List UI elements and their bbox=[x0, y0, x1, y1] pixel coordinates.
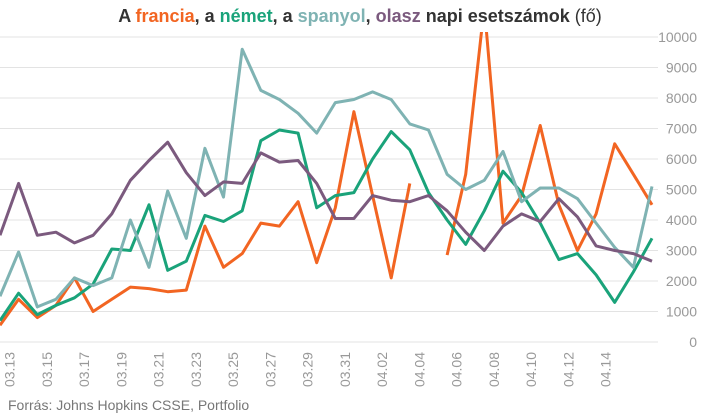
y-tick-label: 0 bbox=[689, 334, 697, 350]
title-text: A bbox=[118, 6, 135, 26]
grid: 0 1000 2000 3000 4000 5000 6000 7000 8000 9000 100… bbox=[0, 29, 697, 387]
x-tick-label: 03.15 bbox=[39, 352, 55, 387]
series-line bbox=[0, 140, 653, 263]
series-line bbox=[0, 47, 654, 309]
y-tick-label: 6000 bbox=[666, 151, 697, 167]
x-tick-label: 04.06 bbox=[449, 352, 465, 387]
y-tick-label: 10000 bbox=[658, 29, 697, 45]
y-tick-label: 2000 bbox=[666, 273, 697, 289]
title-series-name: spanyol bbox=[298, 6, 366, 26]
title-text: (fő) bbox=[570, 6, 602, 26]
y-tick-label: 3000 bbox=[666, 243, 697, 259]
x-tick-label: 04.14 bbox=[598, 352, 614, 387]
title-series-name: olasz bbox=[376, 6, 421, 26]
y-tick-label: 4000 bbox=[666, 212, 697, 228]
x-tick-label: 04.08 bbox=[486, 352, 502, 387]
x-tick-label: 03.19 bbox=[113, 352, 129, 387]
x-tick-label: 03.23 bbox=[188, 352, 204, 387]
x-tick-label: 04.04 bbox=[411, 352, 427, 387]
x-tick-label: 03.27 bbox=[262, 352, 278, 387]
x-tick-label: 03.21 bbox=[151, 352, 167, 387]
x-tick-label: 04.02 bbox=[374, 352, 390, 387]
source: Forrás: Johns Hopkins CSSE, Portfolio bbox=[8, 397, 249, 413]
y-tick-label: 1000 bbox=[666, 304, 697, 320]
x-tick-label: 03.17 bbox=[76, 352, 92, 387]
x-tick-label: 03.31 bbox=[337, 352, 353, 387]
x-tick-label: 03.13 bbox=[2, 352, 18, 387]
x-tick-label: 03.29 bbox=[300, 352, 316, 387]
y-tick-label: 5000 bbox=[666, 182, 697, 198]
title-text: , bbox=[366, 6, 376, 26]
title-text: , a bbox=[195, 6, 220, 26]
title-text: , a bbox=[273, 6, 298, 26]
title-text: napi esetszámok bbox=[421, 6, 571, 26]
x-tick-label: 04.12 bbox=[560, 352, 576, 387]
y-tick-label: 8000 bbox=[666, 90, 697, 106]
x-tick-label: 03.25 bbox=[225, 352, 241, 387]
y-tick-label: 7000 bbox=[666, 121, 697, 137]
y-tick-label: 9000 bbox=[666, 60, 697, 76]
plot bbox=[0, 32, 654, 327]
x-tick-label: 04.10 bbox=[523, 352, 539, 387]
title-series-name: német bbox=[220, 6, 273, 26]
chart-title: A francia, a német, a spanyol, olasz nap… bbox=[118, 6, 602, 26]
title-series-name: francia bbox=[136, 6, 196, 26]
